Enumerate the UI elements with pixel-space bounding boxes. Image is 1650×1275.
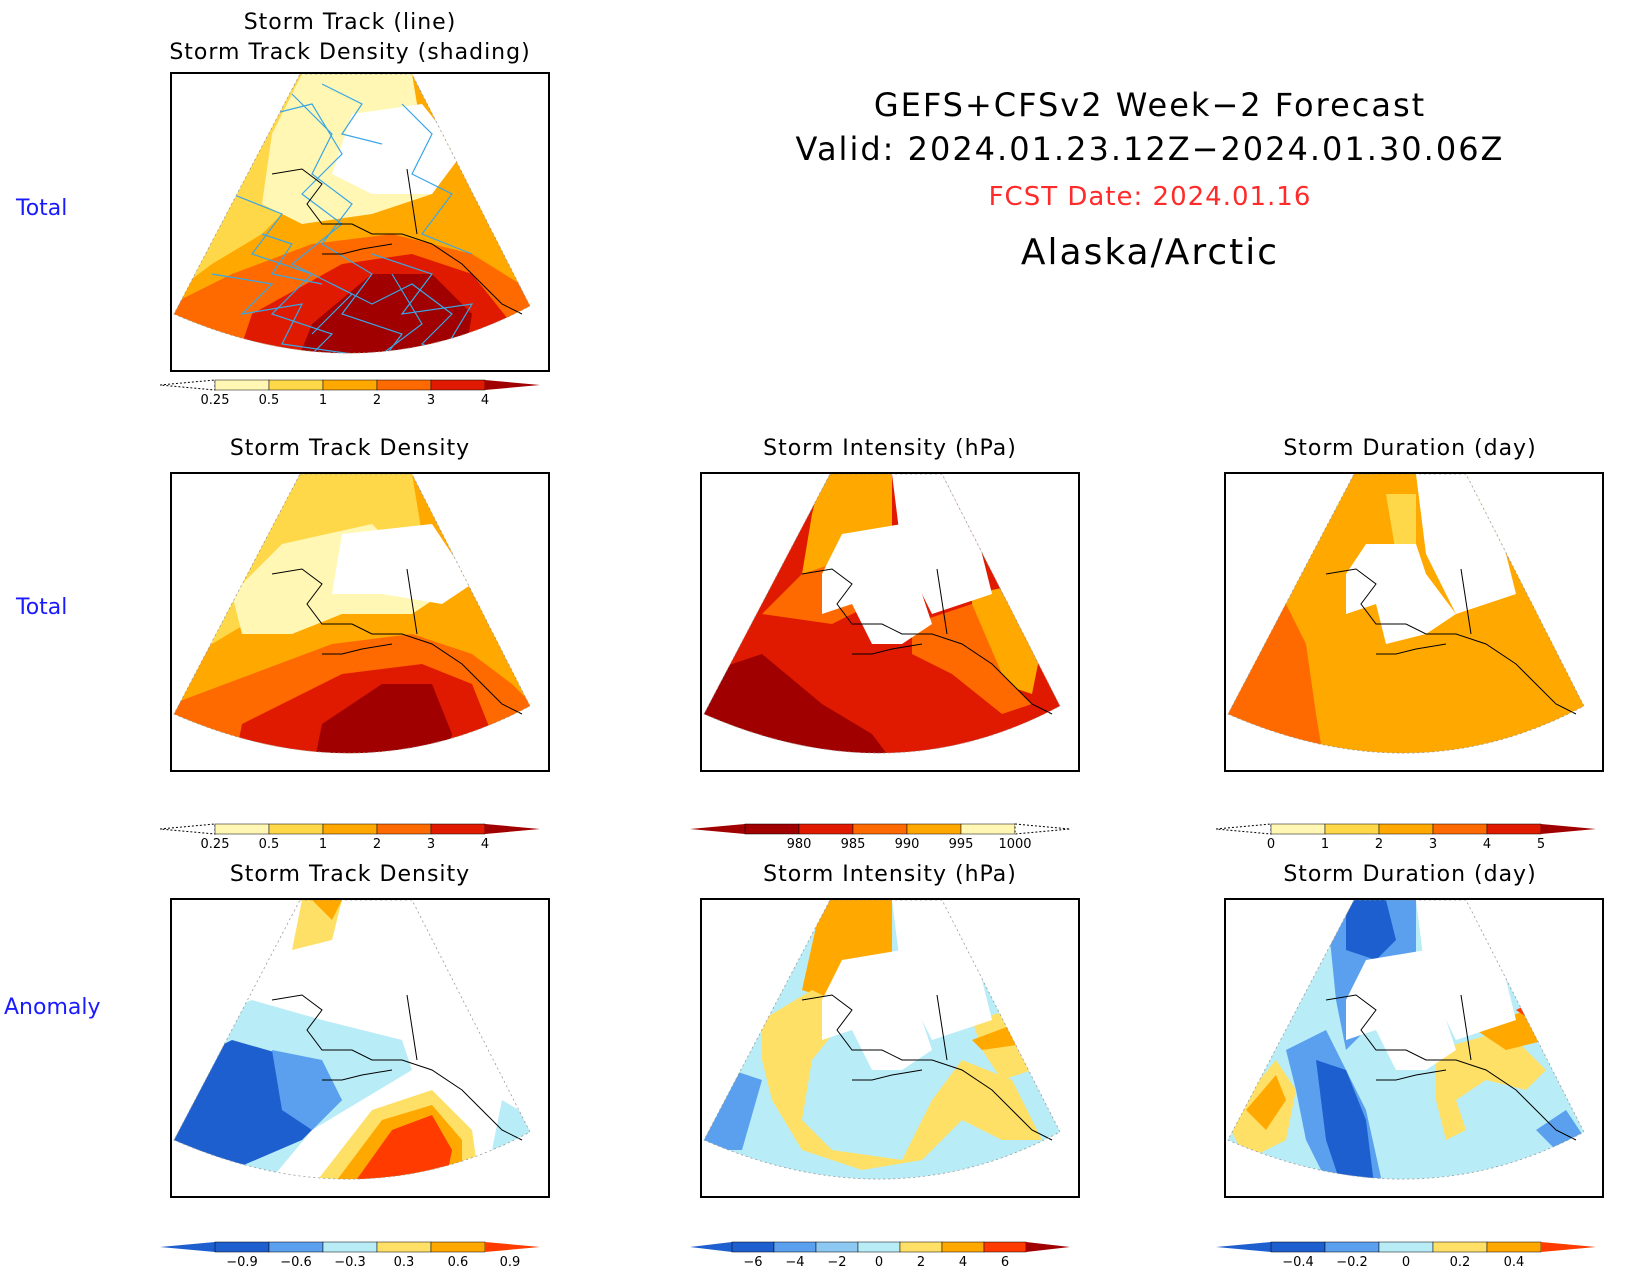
panel-title-intensity-anomaly: Storm Intensity (hPa) — [763, 862, 1017, 887]
tick-label: −0.9 — [226, 1255, 258, 1270]
forecast-title: GEFS+CFSv2 Week−2 Forecast — [873, 86, 1427, 124]
row-label-total-1: Total — [16, 196, 68, 221]
tick-label: −0.4 — [1282, 1255, 1314, 1270]
tick-label: 2 — [917, 1255, 925, 1270]
tick-label: 1 — [1321, 837, 1329, 852]
map-track-density-total — [170, 472, 550, 772]
panel-title-track-density-total: Storm Track Density — [229, 436, 471, 461]
tick-label: 2 — [373, 393, 381, 408]
tick-label: 4 — [959, 1255, 967, 1270]
tick-label: 0.2 — [1450, 1255, 1471, 1270]
map-intensity-anomaly — [700, 898, 1080, 1198]
tick-label: 0.9 — [500, 1255, 521, 1270]
tick-label: 3 — [427, 393, 435, 408]
tick-label: −6 — [743, 1255, 762, 1270]
panel-title-duration-anomaly: Storm Duration (day) — [1283, 862, 1537, 887]
storm-tracks — [211, 83, 503, 354]
colorbar-track-density-1: 0.25 0.5 1 2 3 4 — [160, 379, 540, 408]
row-label-total-2: Total — [16, 595, 68, 620]
tick-label: −2 — [827, 1255, 846, 1270]
tick-label: −0.6 — [280, 1255, 312, 1270]
panel-title-intensity-total: Storm Intensity (hPa) — [763, 436, 1017, 461]
tick-label: 4 — [481, 837, 489, 852]
map-duration-anomaly — [1224, 898, 1604, 1198]
tick-label: 0.5 — [259, 837, 280, 852]
colorbar-track-density-2: 0.25 0.5 1 2 3 4 — [160, 823, 540, 852]
map-track-density-anomaly — [170, 898, 550, 1198]
tick-label: 3 — [1429, 837, 1437, 852]
tick-label: 0.5 — [259, 393, 280, 408]
tick-label: 0 — [875, 1255, 883, 1270]
valid-range: Valid: 2024.01.23.12Z−2024.01.30.06Z — [795, 130, 1505, 168]
colorbar-track-density-anomaly: −0.9 −0.6 −0.3 0.3 0.6 0.9 — [160, 1241, 540, 1270]
colorbar-extend-low — [160, 379, 216, 391]
colorbar-duration-anomaly: −0.4 −0.2 0 0.2 0.4 — [1216, 1241, 1596, 1270]
region-name: Alaska/Arctic — [1020, 232, 1280, 273]
tick-label: 0.4 — [1504, 1255, 1525, 1270]
shade-white — [332, 104, 462, 194]
row-label-anomaly: Anomaly — [4, 995, 101, 1020]
colorbar-intensity: 980 985 990 995 1000 — [690, 823, 1071, 852]
tick-label: −0.3 — [334, 1255, 366, 1270]
tick-label: 1000 — [998, 837, 1031, 852]
tick-label: −0.2 — [1336, 1255, 1368, 1270]
colorbar-duration: 0 1 2 3 4 5 — [1216, 823, 1596, 852]
tick-label: 6 — [1001, 1255, 1009, 1270]
map-duration-total — [1224, 472, 1604, 772]
panel-title-track-density-anomaly: Storm Track Density — [229, 862, 471, 887]
tick-label: 980 — [787, 837, 812, 852]
tick-label: 990 — [895, 837, 920, 852]
tick-label: 0.6 — [448, 1255, 469, 1270]
panel-title-track-shading: Storm Track Density (shading) — [169, 40, 531, 65]
tick-label: 1 — [319, 837, 327, 852]
tick-label: 2 — [373, 837, 381, 852]
map-track-density-total-tracks — [170, 72, 550, 372]
tick-label: 5 — [1537, 837, 1545, 852]
coastline — [271, 168, 523, 315]
forecast-date: FCST Date: 2024.01.16 — [988, 182, 1312, 212]
panel-title-duration-total: Storm Duration (day) — [1283, 436, 1537, 461]
tick-label: 985 — [841, 837, 866, 852]
tick-label: 0.25 — [201, 393, 230, 408]
panel-title-track-line: Storm Track (line) — [243, 10, 457, 35]
tick-label: 995 — [949, 837, 974, 852]
tick-label: −4 — [785, 1255, 804, 1270]
tick-label: 0 — [1402, 1255, 1410, 1270]
colorbar-intensity-anomaly: −6 −4 −2 0 2 4 6 — [690, 1241, 1070, 1270]
tick-label: 0 — [1267, 837, 1275, 852]
map-intensity-total — [700, 472, 1080, 772]
colorbar-extend-high — [485, 380, 540, 390]
tick-label: 3 — [427, 837, 435, 852]
tick-label: 4 — [1483, 837, 1491, 852]
tick-label: 2 — [1375, 837, 1383, 852]
tick-label: 0.3 — [394, 1255, 415, 1270]
tick-label: 0.25 — [201, 837, 230, 852]
tick-label: 1 — [319, 393, 327, 408]
map-svg — [173, 74, 531, 354]
tick-label: 4 — [481, 393, 489, 408]
